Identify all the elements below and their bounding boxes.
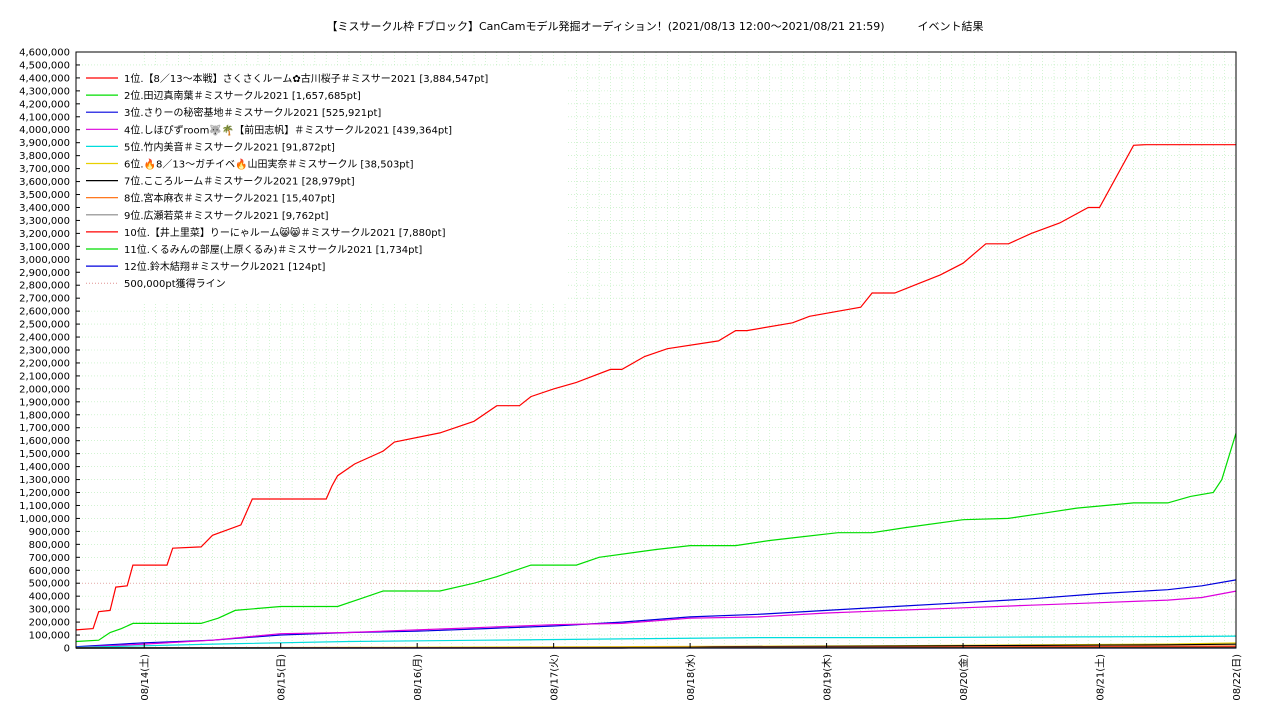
y-tick-label: 2,700,000 xyxy=(19,294,70,305)
x-tick-label: 08/21(土) xyxy=(1094,654,1107,701)
x-tick-label: 08/17(火) xyxy=(549,654,561,701)
series-line-3 xyxy=(75,579,1237,648)
x-tick-label: 08/19(木) xyxy=(822,654,834,701)
y-tick-label: 3,100,000 xyxy=(19,242,70,253)
y-tick-label: 4,200,000 xyxy=(19,99,70,110)
y-tick-label: 3,400,000 xyxy=(19,203,70,214)
y-tick-label: 3,200,000 xyxy=(19,229,70,240)
series-line-4 xyxy=(75,590,1237,648)
y-tick-label: 1,000,000 xyxy=(19,514,70,525)
y-tick-label: 3,700,000 xyxy=(19,164,70,175)
series-line-1 xyxy=(75,144,1236,631)
y-tick-label: 4,600,000 xyxy=(19,48,70,59)
y-tick-label: 4,100,000 xyxy=(19,112,70,123)
legend-entry-11: 11位.くるみんの部屋(上原くるみ)＃ミスサークル2021 [1,734pt] xyxy=(124,243,422,256)
y-tick-label: 3,800,000 xyxy=(19,151,70,162)
y-tick-label: 800,000 xyxy=(29,540,70,551)
y-tick-label: 2,300,000 xyxy=(19,346,70,357)
y-tick-label: 600,000 xyxy=(29,566,70,577)
legend-entry-6: 6位.🔥8／13〜ガチイベ🔥山田実奈＃ミスサークル [38,503pt] xyxy=(124,158,414,171)
y-tick-label: 2,200,000 xyxy=(19,358,70,369)
legend-entry-1: 1位.【8／13〜本戦】さくさくルーム✿古川桜子＃ミスサー2021 [3,884… xyxy=(124,72,488,85)
y-tick-label: 1,800,000 xyxy=(19,410,70,421)
legend-background xyxy=(78,66,568,303)
x-axis-ticks: 08/14(土) 08/15(日) 08/16(月) 08/17(火) 08/18(水)… xyxy=(138,643,1243,701)
y-tick-label: 0 xyxy=(64,644,70,655)
y-tick-label: 100,000 xyxy=(29,631,70,642)
y-tick-label: 3,300,000 xyxy=(19,216,70,227)
series-line-2 xyxy=(75,433,1237,643)
legend-entry-8: 8位.宮本麻衣＃ミスサークル2021 [15,407pt] xyxy=(124,192,335,205)
y-tick-label: 200,000 xyxy=(29,618,70,629)
y-tick-label: 4,000,000 xyxy=(19,125,70,136)
y-tick-label: 1,300,000 xyxy=(19,475,70,486)
y-tick-label: 3,500,000 xyxy=(19,190,70,201)
legend: 1位.【8／13〜本戦】さくさくルーム✿古川桜子＃ミスサー2021 [3,884… xyxy=(86,72,488,290)
x-tick-label: 08/20(金) xyxy=(957,654,970,701)
y-tick-label: 2,500,000 xyxy=(19,320,70,331)
y-tick-label: 300,000 xyxy=(29,605,70,616)
y-axis-ticks: 0 100,000 200,000 300,000 400,000 500,000 600,… xyxy=(19,48,80,655)
y-tick-label: 3,600,000 xyxy=(19,177,70,188)
chart-title: 【ミスサークル枠 Fブロック】CanCamモデル発掘オーディション！(2021/… xyxy=(326,19,983,33)
y-tick-label: 2,800,000 xyxy=(19,281,70,292)
y-tick-label: 1,400,000 xyxy=(19,462,70,473)
y-tick-label: 2,400,000 xyxy=(19,333,70,344)
legend-entry-10: 10位.【井上里菜】りーにゃルーム😸😸＃ミスサークル2021 [7,880pt] xyxy=(124,226,446,239)
x-tick-label: 08/18(水) xyxy=(685,654,697,701)
x-tick-label: 08/14(土) xyxy=(138,654,151,701)
y-tick-label: 2,600,000 xyxy=(19,307,70,318)
legend-entry-12: 12位.鈴木結翔＃ミスサークル2021 [124pt] xyxy=(124,260,325,273)
y-tick-label: 500,000 xyxy=(29,579,70,590)
legend-entry-threshold: 500,000pt獲得ライン xyxy=(124,277,226,290)
y-tick-label: 1,500,000 xyxy=(19,449,70,460)
y-tick-label: 3,900,000 xyxy=(19,138,70,149)
x-tick-label: 08/15(日) xyxy=(277,654,288,701)
series-line-5 xyxy=(75,635,1237,648)
y-tick-label: 1,100,000 xyxy=(19,501,70,512)
legend-entry-5: 5位.竹内美音＃ミスサークル2021 [91,872pt] xyxy=(124,140,335,153)
y-tick-label: 400,000 xyxy=(29,592,70,603)
legend-entry-9: 9位.広瀬若菜＃ミスサークル2021 [9,762pt] xyxy=(124,209,329,222)
y-tick-label: 4,500,000 xyxy=(19,60,70,71)
y-tick-label: 1,600,000 xyxy=(19,436,70,447)
legend-entry-2: 2位.田辺真南葉＃ミスサークル2021 [1,657,685pt] xyxy=(124,89,361,102)
y-tick-label: 700,000 xyxy=(29,553,70,564)
legend-entry-7: 7位.こころルーム＃ミスサークル2021 [28,979pt] xyxy=(124,175,355,188)
y-tick-label: 1,700,000 xyxy=(19,423,70,434)
legend-entry-4: 4位.しほぴずroom🐺🌴【前田志帆】＃ミスサークル2021 [439,364p… xyxy=(124,123,452,136)
y-tick-label: 900,000 xyxy=(29,527,70,538)
y-tick-label: 1,900,000 xyxy=(19,397,70,408)
y-tick-label: 2,900,000 xyxy=(19,268,70,279)
legend-entry-3: 3位.さりーの秘密基地＃ミスサークル2021 [525,921pt] xyxy=(124,106,381,119)
y-tick-label: 2,100,000 xyxy=(19,371,70,382)
x-tick-label: 08/22(日) xyxy=(1232,654,1243,701)
y-tick-label: 3,000,000 xyxy=(19,255,70,266)
y-tick-label: 2,000,000 xyxy=(19,384,70,395)
y-tick-label: 4,400,000 xyxy=(19,73,70,84)
y-tick-label: 4,300,000 xyxy=(19,86,70,97)
x-tick-label: 08/16(月) xyxy=(412,654,424,701)
y-tick-label: 1,200,000 xyxy=(19,488,70,499)
